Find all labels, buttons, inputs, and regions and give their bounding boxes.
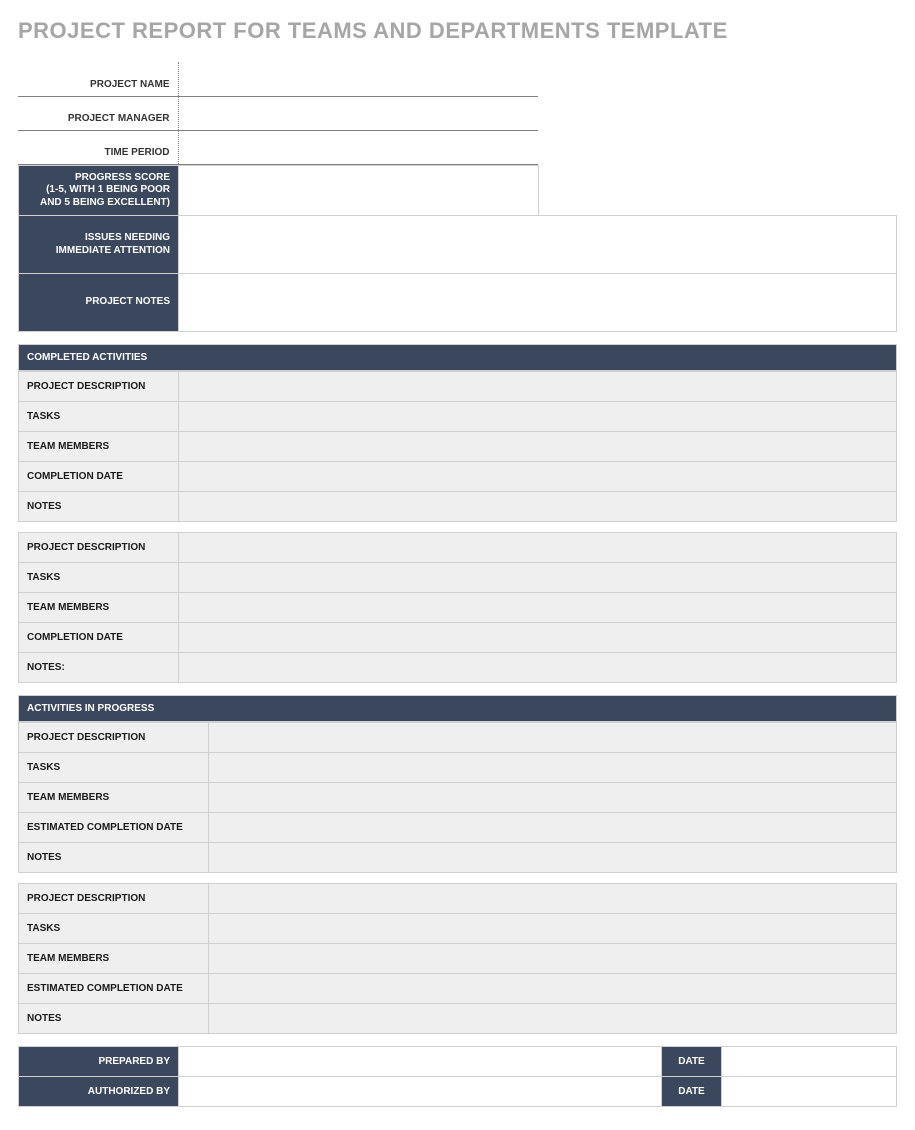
completed-activities-header: COMPLETED ACTIVITIES	[18, 344, 897, 371]
row-value[interactable]	[179, 402, 897, 432]
issues-value[interactable]	[179, 216, 897, 274]
row-label: TEAM MEMBERS	[19, 432, 179, 462]
prepared-by-value[interactable]	[179, 1047, 662, 1077]
row-label: COMPLETION DATE	[19, 462, 179, 492]
row-label: NOTES	[19, 843, 209, 873]
project-manager-value[interactable]	[178, 96, 538, 130]
row-value[interactable]	[209, 753, 897, 783]
row-value[interactable]	[179, 462, 897, 492]
row-label: ESTIMATED COMPLETION DATE	[19, 974, 209, 1004]
authorized-by-row: AUTHORIZED BY DATE	[19, 1077, 897, 1107]
row-value[interactable]	[209, 914, 897, 944]
row-value[interactable]	[179, 492, 897, 522]
project-manager-label: PROJECT MANAGER	[18, 96, 178, 130]
prepared-by-label: PREPARED BY	[19, 1047, 179, 1077]
progress-score-label: PROGRESS SCORE(1-5, WITH 1 BEING POORAND…	[19, 165, 179, 216]
spacer	[539, 165, 897, 216]
row-value[interactable]	[179, 372, 897, 402]
project-name-value[interactable]	[178, 62, 538, 96]
prepared-by-date-label: DATE	[662, 1047, 722, 1077]
row-label: TASKS	[19, 402, 179, 432]
authorized-by-label: AUTHORIZED BY	[19, 1077, 179, 1107]
row-label: NOTES	[19, 1004, 209, 1034]
row-value[interactable]	[209, 1004, 897, 1034]
row-value[interactable]	[179, 563, 897, 593]
authorized-by-value[interactable]	[179, 1077, 662, 1107]
row-label: TEAM MEMBERS	[19, 593, 179, 623]
page-title: PROJECT REPORT FOR TEAMS AND DEPARTMENTS…	[18, 18, 897, 44]
row-value[interactable]	[179, 533, 897, 563]
authorized-by-date-label: DATE	[662, 1077, 722, 1107]
time-period-label: TIME PERIOD	[18, 130, 178, 164]
issues-label: ISSUES NEEDINGIMMEDIATE ATTENTION	[19, 216, 179, 274]
project-notes-label: PROJECT NOTES	[19, 274, 179, 332]
row-label: PROJECT DESCRIPTION	[19, 884, 209, 914]
authorized-by-date-value[interactable]	[722, 1077, 897, 1107]
row-label: COMPLETION DATE	[19, 623, 179, 653]
issues-row: ISSUES NEEDINGIMMEDIATE ATTENTION	[19, 216, 897, 274]
row-value[interactable]	[209, 723, 897, 753]
row-label: ESTIMATED COMPLETION DATE	[19, 813, 209, 843]
top-info-table: PROJECT NAME PROJECT MANAGER TIME PERIOD	[18, 62, 538, 165]
progress-score-value[interactable]	[179, 165, 539, 216]
in-progress-block-2: PROJECT DESCRIPTION TASKS TEAM MEMBERS E…	[18, 883, 897, 1034]
in-progress-header: ACTIVITIES IN PROGRESS	[18, 695, 897, 722]
top-info-row: TIME PERIOD	[18, 130, 538, 164]
row-value[interactable]	[179, 623, 897, 653]
row-value[interactable]	[209, 974, 897, 1004]
row-label: PROJECT DESCRIPTION	[19, 533, 179, 563]
row-label: TASKS	[19, 914, 209, 944]
signature-table: PREPARED BY DATE AUTHORIZED BY DATE	[18, 1046, 897, 1107]
prepared-by-row: PREPARED BY DATE	[19, 1047, 897, 1077]
project-notes-row: PROJECT NOTES	[19, 274, 897, 332]
completed-block-2: PROJECT DESCRIPTION TASKS TEAM MEMBERS C…	[18, 532, 897, 683]
row-label: PROJECT DESCRIPTION	[19, 723, 209, 753]
prepared-by-date-value[interactable]	[722, 1047, 897, 1077]
in-progress-block-1: PROJECT DESCRIPTION TASKS TEAM MEMBERS E…	[18, 722, 897, 873]
row-value[interactable]	[179, 432, 897, 462]
project-notes-value[interactable]	[179, 274, 897, 332]
row-label: NOTES:	[19, 653, 179, 683]
completed-block-1: PROJECT DESCRIPTION TASKS TEAM MEMBERS C…	[18, 371, 897, 522]
row-label: TASKS	[19, 563, 179, 593]
time-period-value[interactable]	[178, 130, 538, 164]
top-info-row: PROJECT MANAGER	[18, 96, 538, 130]
meta-block: PROGRESS SCORE(1-5, WITH 1 BEING POORAND…	[18, 165, 897, 333]
row-label: TEAM MEMBERS	[19, 783, 209, 813]
row-value[interactable]	[209, 944, 897, 974]
row-value[interactable]	[209, 813, 897, 843]
row-value[interactable]	[209, 843, 897, 873]
top-info-row: PROJECT NAME	[18, 62, 538, 96]
row-value[interactable]	[209, 884, 897, 914]
progress-score-row: PROGRESS SCORE(1-5, WITH 1 BEING POORAND…	[19, 165, 897, 216]
row-value[interactable]	[209, 783, 897, 813]
row-label: TEAM MEMBERS	[19, 944, 209, 974]
row-label: TASKS	[19, 753, 209, 783]
row-label: PROJECT DESCRIPTION	[19, 372, 179, 402]
row-value[interactable]	[179, 653, 897, 683]
row-value[interactable]	[179, 593, 897, 623]
row-label: NOTES	[19, 492, 179, 522]
project-name-label: PROJECT NAME	[18, 62, 178, 96]
